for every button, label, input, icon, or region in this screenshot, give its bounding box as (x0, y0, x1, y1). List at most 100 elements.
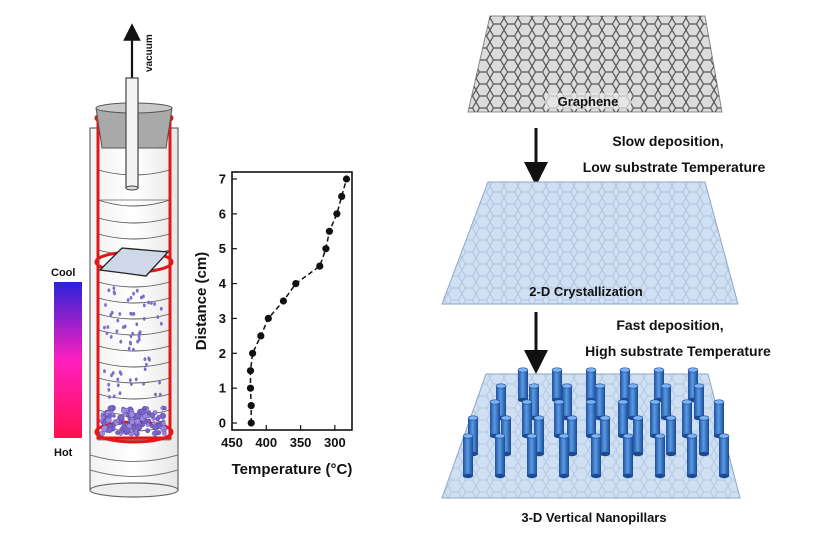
vapor-particle (108, 395, 111, 399)
vapor-particle (112, 286, 116, 290)
nanopillar (665, 415, 677, 457)
data-point (316, 262, 324, 270)
y-tick-label: 0 (219, 416, 226, 431)
vapor-particle (118, 370, 122, 375)
data-point (292, 280, 300, 288)
nanopillar (521, 399, 533, 439)
y-tick-label: 5 (219, 241, 226, 256)
vapor-particle (122, 325, 125, 330)
source-particle (142, 406, 147, 411)
source-particle (107, 413, 113, 419)
vapor-particle (147, 300, 151, 305)
coil-ring (97, 313, 171, 320)
coil-ring (97, 377, 171, 384)
vapor-particle (143, 357, 147, 362)
data-point (333, 210, 341, 218)
source-particle (99, 430, 105, 437)
nanopillar (660, 383, 672, 421)
y-tick-label: 6 (219, 206, 226, 221)
coil-ring (97, 199, 171, 207)
source-particle (128, 411, 135, 418)
nanopillar (617, 399, 629, 439)
source-particle (121, 419, 125, 424)
furnace-illustration: vacuum Cool Hot (51, 23, 179, 498)
source-particle (152, 424, 159, 431)
vapor-particle (131, 331, 135, 336)
data-point (247, 419, 255, 427)
crystallization-sheet: 2-D Crystallization (441, 181, 739, 305)
series-line (249, 178, 348, 423)
vapor-particle (116, 318, 120, 323)
nanopillar (494, 433, 506, 479)
data-point (249, 349, 257, 357)
nanopillar (632, 415, 644, 457)
step2-line2: High substrate Temperature (585, 343, 771, 359)
vapor-particle (103, 325, 106, 330)
vapor-particle (159, 306, 163, 311)
y-tick-label: 4 (219, 276, 227, 291)
vapor-particle (159, 321, 163, 326)
source-particle (134, 418, 141, 425)
nanopillar (622, 433, 634, 479)
vapor-particle (142, 317, 146, 321)
nanopillar (627, 383, 639, 421)
vapor-particle (154, 392, 157, 397)
nanopillars (462, 367, 730, 479)
coil-ring (97, 233, 171, 240)
x-tick-label: 450 (221, 435, 243, 450)
outer-tube-bottom (89, 482, 179, 498)
vapor-particle (126, 298, 130, 302)
data-point (342, 175, 351, 183)
vapor-particle (112, 290, 116, 294)
nanopillar (462, 433, 474, 479)
vapor-particle (128, 378, 132, 383)
nanopillar (698, 415, 710, 457)
source-particle (119, 432, 123, 436)
vapor-particle (147, 356, 151, 361)
x-tick-label: 350 (290, 435, 312, 450)
source-particle (124, 427, 131, 434)
vapor-particle (142, 303, 146, 308)
nanopillar (718, 433, 730, 479)
source-particle (115, 430, 120, 435)
vapor-particle (118, 312, 122, 316)
nanopillar-sheet: 3-D Vertical Nanopillars (441, 367, 741, 525)
vapor-particle (138, 330, 142, 335)
source-particle (116, 418, 120, 423)
temperature-distance-chart: 450 400 350 300 0 1 2 3 4 5 6 7 Temperature (°C) Di… (193, 171, 353, 478)
source-particle (162, 406, 167, 411)
nanopillar (585, 399, 597, 439)
coil-ring (97, 297, 171, 304)
source-particle (133, 430, 138, 435)
data-point (325, 227, 333, 235)
step1-line1: Slow deposition, (612, 133, 723, 149)
vapor-particle (137, 334, 141, 339)
source-particle (149, 412, 156, 419)
y-tick-label: 1 (219, 381, 226, 396)
vapor-particle (158, 380, 162, 385)
data-point (246, 384, 255, 392)
y-tick-label: 7 (219, 171, 226, 186)
tube-ring (89, 469, 179, 477)
vapor-particle (129, 296, 133, 300)
nanopillar (553, 399, 565, 439)
vapor-particle (158, 392, 162, 397)
vapor-particle (110, 373, 113, 378)
nanopillars-label: 3-D Vertical Nanopillars (521, 510, 666, 525)
chart-frame (231, 171, 353, 431)
source-particle (129, 418, 136, 425)
source-particle (107, 405, 114, 412)
tube-ring (89, 454, 179, 462)
data-point (338, 192, 346, 200)
nanopillar (517, 367, 529, 403)
vapor-particle (143, 367, 147, 371)
vapor-particle (156, 315, 160, 319)
vapor-particle (116, 377, 120, 382)
nanopillar (585, 367, 597, 403)
nanopillar (649, 399, 661, 439)
vapor-particle (130, 382, 133, 386)
chart-ticks: 450 400 350 300 0 1 2 3 4 5 6 7 (219, 171, 346, 450)
x-axis-label: Temperature (°C) (232, 461, 353, 478)
source-particle (159, 412, 167, 420)
vapor-particle (132, 347, 135, 352)
